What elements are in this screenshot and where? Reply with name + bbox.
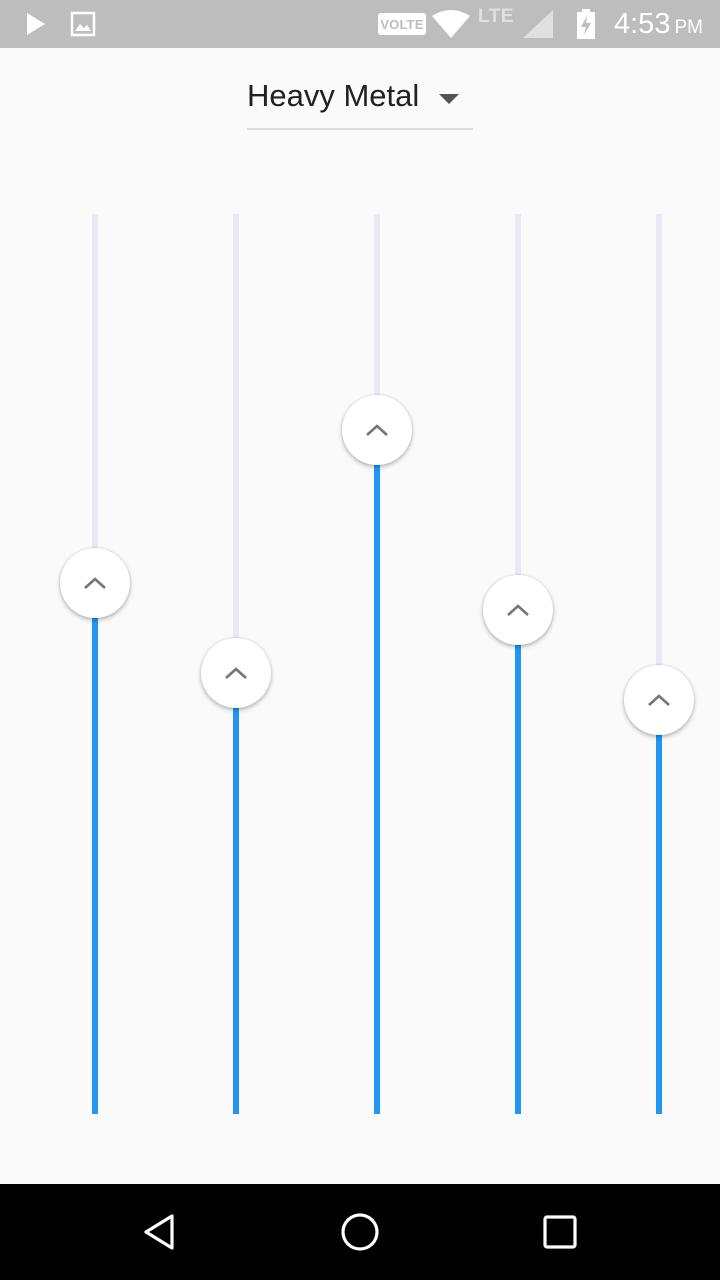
band-slider-1[interactable] [55,214,135,1114]
slider-thumb[interactable] [201,638,271,708]
preset-selected-label: Heavy Metal [247,78,420,113]
slider-fill [233,673,239,1114]
nav-recents-button[interactable] [510,1184,610,1280]
signal-icon [521,0,555,48]
clock-ampm: PM [674,17,703,38]
slider-thumb[interactable] [483,575,553,645]
chevron-up-icon [366,424,388,436]
clock-time: 4:53 [614,8,671,40]
slider-fill [515,610,521,1114]
band-slider-2[interactable] [196,214,276,1114]
navigation-bar [0,1184,720,1280]
gallery-icon [70,0,96,48]
home-icon [341,1213,379,1251]
slider-fill [374,430,380,1114]
band-slider-3[interactable] [337,214,417,1114]
slider-thumb[interactable] [60,548,130,618]
recents-icon [543,1215,577,1249]
nav-home-button[interactable] [310,1184,410,1280]
wifi-icon [432,0,470,48]
slider-fill [656,700,662,1114]
slider-thumb[interactable] [342,395,412,465]
chevron-up-icon [84,577,106,589]
play-store-icon [24,0,48,48]
band-slider-4[interactable] [478,214,558,1114]
dropdown-caret-icon [439,94,459,104]
slider-fill [92,583,98,1114]
chevron-up-icon [225,667,247,679]
back-icon [144,1214,174,1250]
band-slider-5[interactable] [619,214,699,1114]
network-type-label: LTE [478,6,514,27]
chevron-up-icon [507,604,529,616]
battery-charging-icon [574,0,598,48]
volte-badge: VOLTE [378,13,426,35]
nav-back-button[interactable] [110,1184,210,1280]
slider-track [656,214,662,1114]
status-clock: 4:53 PM [614,8,703,41]
chevron-up-icon [648,694,670,706]
status-bar: VOLTE LTE 4:53 PM [0,0,720,48]
preset-dropdown[interactable]: Heavy Metal [247,74,473,130]
slider-thumb[interactable] [624,665,694,735]
